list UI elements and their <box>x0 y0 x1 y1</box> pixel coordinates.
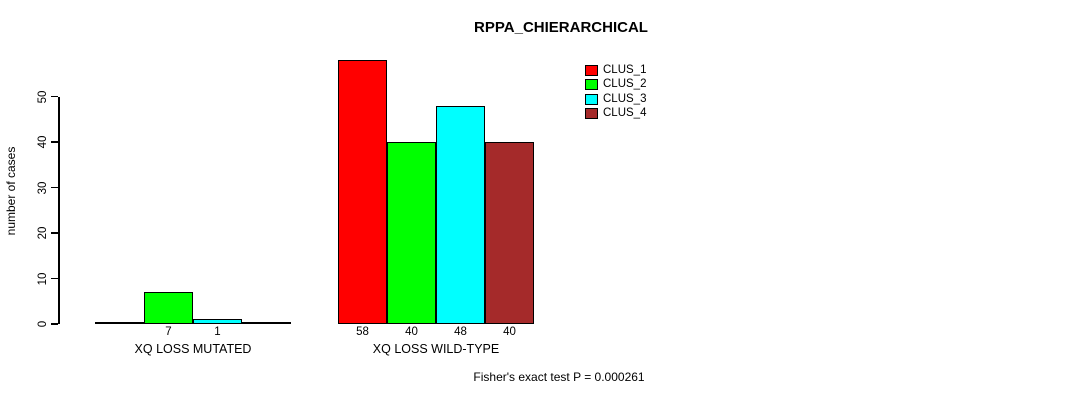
bar-value-label: 40 <box>405 326 418 338</box>
bar-value-label: 40 <box>503 326 516 338</box>
legend-label-CLUS_4: CLUS_4 <box>603 106 647 119</box>
legend-label-CLUS_1: CLUS_1 <box>603 64 647 76</box>
bar-value-label: 58 <box>356 326 369 338</box>
y-tick-label: 0 <box>37 320 49 328</box>
group-label: XQ LOSS WILD-TYPE <box>372 342 500 356</box>
bar-CLUS_1 <box>338 60 387 324</box>
footnote: Fisher's exact test P = 0.000261 <box>473 370 645 384</box>
y-axis-label: number of cases <box>4 146 18 236</box>
y-axis-tick <box>51 277 58 280</box>
bar-value-label: 1 <box>214 326 221 338</box>
y-tick-label: 30 <box>37 181 49 194</box>
legend-swatch-CLUS_2 <box>585 79 598 91</box>
y-tick-label: 10 <box>37 272 49 285</box>
legend-label-CLUS_2: CLUS_2 <box>603 78 647 91</box>
bar-value-label: 7 <box>165 326 172 338</box>
bar-CLUS_2 <box>387 142 436 324</box>
legend-swatch-CLUS_4 <box>585 107 598 119</box>
y-axis-tick <box>51 186 58 189</box>
y-axis-line <box>58 96 60 324</box>
bar-value-label: 48 <box>454 326 467 338</box>
bar-CLUS_3 <box>193 319 242 324</box>
y-tick-label: 50 <box>37 90 49 103</box>
legend-label-CLUS_3: CLUS_3 <box>603 92 647 105</box>
y-axis-tick <box>51 95 58 98</box>
y-axis-tick <box>51 323 58 325</box>
bar-CLUS_2 <box>144 292 193 324</box>
y-tick-label: 40 <box>37 135 49 149</box>
legend-swatch-CLUS_1 <box>585 65 598 76</box>
y-axis-tick <box>51 141 58 143</box>
y-axis-tick <box>51 232 58 234</box>
chart-title: RPPA_CHIERARCHICAL <box>474 19 648 36</box>
group-label: XQ LOSS MUTATED <box>134 342 252 356</box>
y-tick-label: 20 <box>37 226 49 240</box>
bar-CLUS_4 <box>485 142 534 324</box>
legend-swatch-CLUS_3 <box>585 93 598 105</box>
bar-CLUS_3 <box>436 106 485 324</box>
